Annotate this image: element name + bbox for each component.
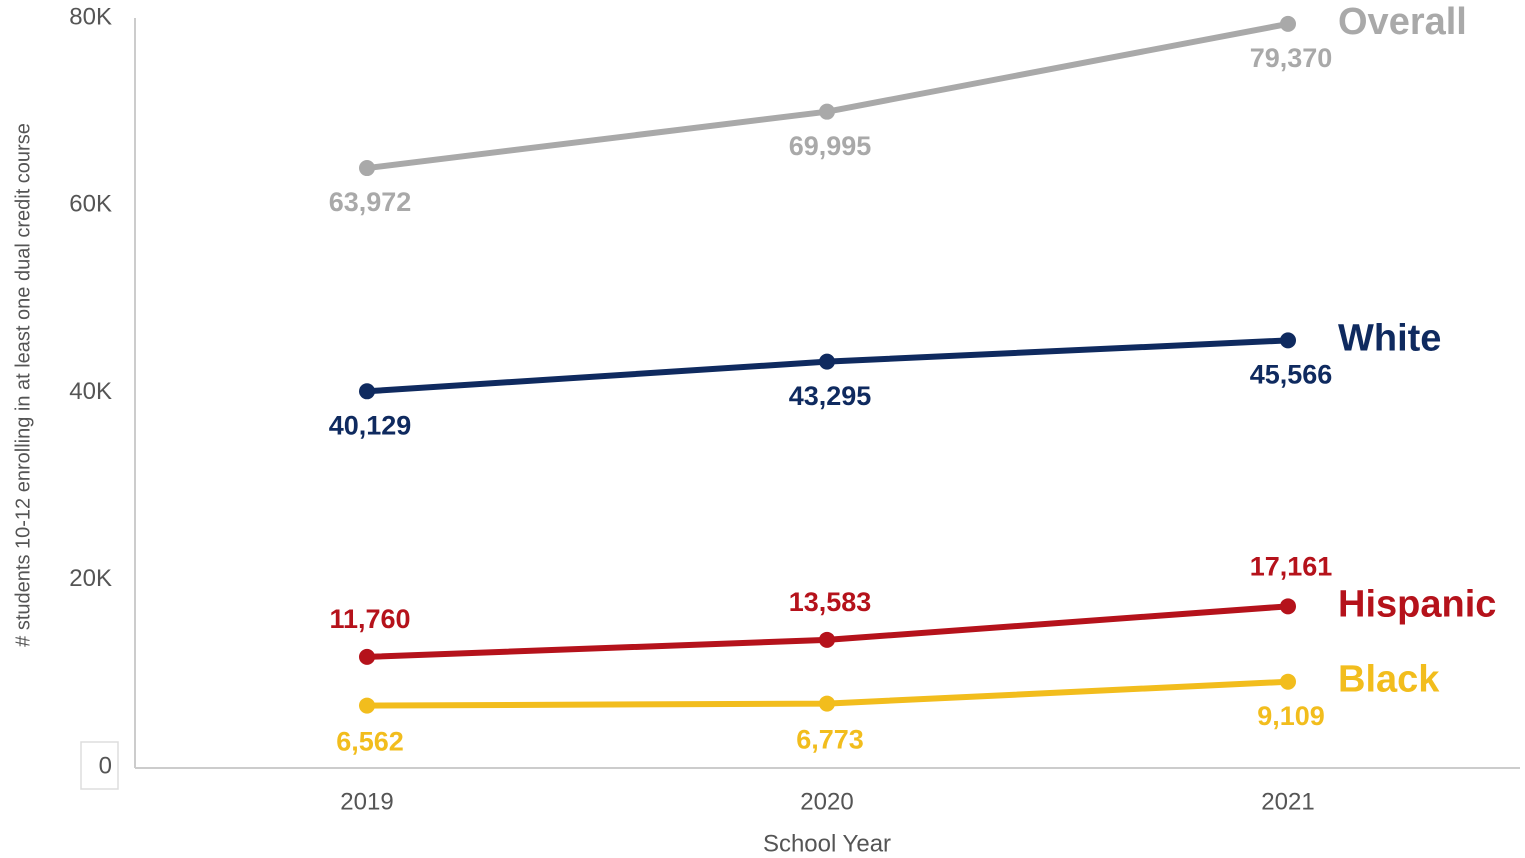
data-label: 6,562 bbox=[336, 727, 404, 757]
selection-box bbox=[80, 741, 119, 790]
legend-label: White bbox=[1338, 317, 1441, 359]
data-label: 6,773 bbox=[796, 725, 864, 755]
point bbox=[819, 631, 835, 648]
y-tick-label: 0 bbox=[99, 752, 112, 779]
point bbox=[359, 160, 375, 177]
point bbox=[359, 648, 375, 665]
point bbox=[819, 695, 835, 712]
data-label: 45,566 bbox=[1250, 360, 1333, 390]
point bbox=[1280, 598, 1296, 615]
x-tick-label: 2020 bbox=[800, 788, 853, 815]
data-label: 9,109 bbox=[1257, 701, 1325, 731]
data-label: 13,583 bbox=[789, 587, 872, 617]
x-tick-label: 2019 bbox=[340, 788, 393, 815]
data-label: 79,370 bbox=[1250, 43, 1333, 73]
x-axis-title: School Year bbox=[763, 830, 891, 857]
legend-label: Hispanic bbox=[1338, 583, 1496, 625]
y-tick-label: 60K bbox=[69, 191, 112, 218]
legend-label: Overall bbox=[1338, 1, 1467, 43]
data-label: 17,161 bbox=[1250, 551, 1333, 581]
data-label: 69,995 bbox=[789, 131, 872, 161]
data-label: 11,760 bbox=[329, 604, 410, 634]
point bbox=[819, 353, 835, 370]
y-tick-label: 40K bbox=[69, 378, 112, 405]
y-tick-label: 80K bbox=[69, 3, 112, 30]
data-label: 43,295 bbox=[789, 381, 872, 411]
data-label: 40,129 bbox=[329, 410, 412, 440]
point bbox=[1280, 332, 1296, 349]
point bbox=[1280, 15, 1296, 32]
point bbox=[819, 103, 835, 120]
x-tick-label: 2021 bbox=[1261, 788, 1314, 815]
legend-label: Black bbox=[1338, 659, 1440, 701]
point bbox=[359, 383, 375, 400]
point bbox=[1280, 673, 1296, 690]
point bbox=[359, 697, 375, 714]
data-label: 63,972 bbox=[329, 187, 412, 217]
y-tick-label: 20K bbox=[69, 565, 112, 592]
y-axis-title: # students 10-12 enrolling in at least o… bbox=[12, 123, 34, 647]
